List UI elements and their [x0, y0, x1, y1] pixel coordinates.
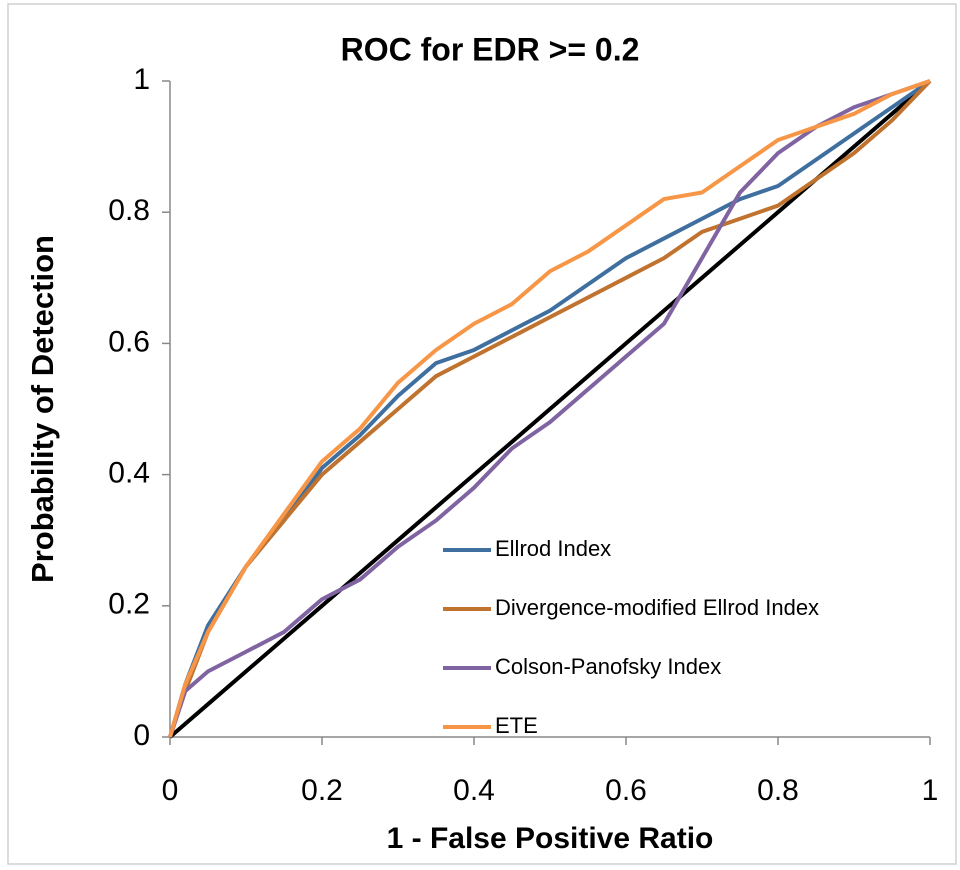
legend-text: ETE — [495, 713, 538, 738]
y-tick-label: 0.4 — [108, 457, 150, 490]
x-axis-title: 1 - False Positive Ratio — [387, 822, 714, 855]
y-tick-label: 1 — [133, 63, 150, 96]
y-axis-title: Probability of Detection — [25, 235, 60, 583]
legend-text: Colson-Panofsky Index — [495, 654, 721, 679]
chart-title: ROC for EDR >= 0.2 — [341, 31, 640, 67]
legend-text: Divergence-modified Ellrod Index — [495, 595, 819, 620]
y-tick-label: 0 — [133, 719, 150, 752]
x-tick-label: 0 — [162, 774, 179, 807]
y-tick-label: 0.8 — [108, 194, 150, 227]
series-line — [168, 79, 932, 739]
series-line — [168, 79, 931, 738]
x-tick-label: 0.2 — [301, 774, 343, 807]
x-tick-label: 0.4 — [453, 774, 495, 807]
legend-text: Ellrod Index — [495, 536, 611, 561]
x-tick-label: 0.8 — [757, 774, 799, 807]
x-tick-label: 0.6 — [605, 774, 647, 807]
chart-frame — [7, 3, 957, 865]
y-tick-label: 0.2 — [108, 588, 150, 621]
y-tick-label: 0.6 — [108, 325, 150, 358]
x-tick-label: 1 — [922, 774, 939, 807]
series-line — [168, 79, 931, 738]
